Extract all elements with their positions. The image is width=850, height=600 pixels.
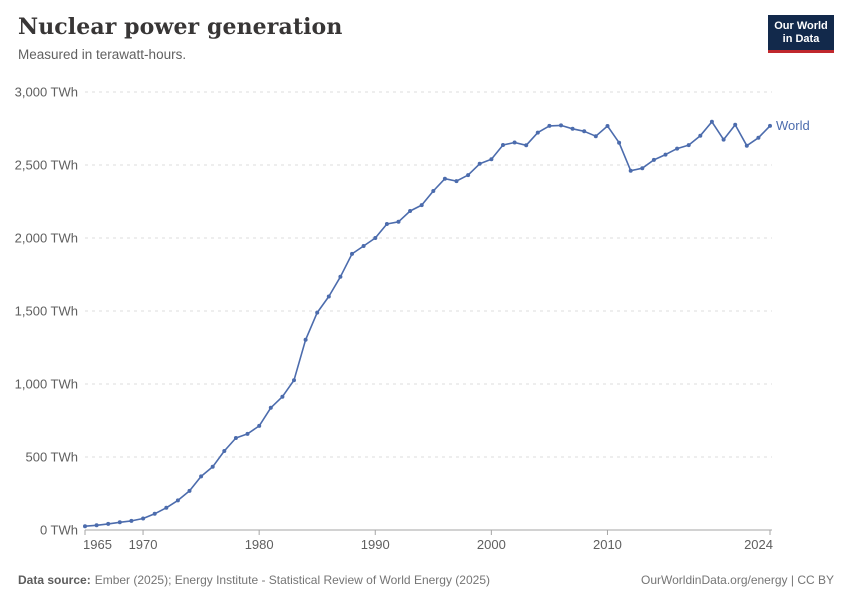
data-point[interactable] xyxy=(257,423,262,428)
data-point[interactable] xyxy=(129,518,134,523)
data-point[interactable] xyxy=(419,203,424,208)
data-point[interactable] xyxy=(141,516,146,521)
x-tick-label: 2010 xyxy=(593,537,622,552)
owid-logo-line2: in Data xyxy=(782,33,820,45)
data-point[interactable] xyxy=(454,179,459,184)
data-point[interactable] xyxy=(686,143,691,148)
data-point[interactable] xyxy=(350,251,354,256)
data-point[interactable] xyxy=(117,520,122,525)
data-point[interactable] xyxy=(233,436,238,440)
data-point[interactable] xyxy=(106,521,111,526)
data-point[interactable] xyxy=(698,133,703,138)
data-point[interactable] xyxy=(663,152,668,157)
data-point[interactable] xyxy=(466,173,471,178)
chart-subtitle: Measured in terawatt-hours. xyxy=(18,47,187,62)
data-point[interactable] xyxy=(268,405,273,410)
data-point[interactable] xyxy=(501,143,505,147)
data-point[interactable] xyxy=(245,431,250,436)
data-point[interactable] xyxy=(94,523,99,528)
data-point[interactable] xyxy=(547,123,552,128)
data-point[interactable] xyxy=(338,274,343,279)
data-point[interactable] xyxy=(768,123,772,128)
data-point[interactable] xyxy=(175,498,180,503)
data-point[interactable] xyxy=(303,337,308,342)
data-point[interactable] xyxy=(199,474,204,479)
data-source-note: Data source: Ember (2025); Energy Institu… xyxy=(18,573,490,587)
y-tick-label: 2,000 TWh xyxy=(15,231,78,246)
data-point[interactable] xyxy=(222,449,227,453)
data-point[interactable] xyxy=(524,143,529,148)
credit-link[interactable]: OurWorldinData.org/energy | CC BY xyxy=(641,573,834,587)
y-tick-label: 2,500 TWh xyxy=(15,158,78,173)
data-source-label: Data source: xyxy=(18,573,91,587)
data-point[interactable] xyxy=(733,122,738,127)
data-point[interactable] xyxy=(292,378,296,383)
data-point[interactable] xyxy=(210,464,215,469)
data-point[interactable] xyxy=(187,488,192,493)
data-point[interactable] xyxy=(396,219,401,224)
data-point[interactable] xyxy=(326,294,331,299)
data-point[interactable] xyxy=(559,123,563,128)
data-point[interactable] xyxy=(605,124,610,128)
data-point[interactable] xyxy=(709,119,714,124)
owid-logo-line1: Our World xyxy=(774,20,828,32)
chart-footer: Data source: Ember (2025); Energy Institu… xyxy=(18,573,834,587)
data-point[interactable] xyxy=(593,134,598,139)
data-point[interactable] xyxy=(640,166,645,171)
data-point[interactable] xyxy=(152,511,157,516)
data-point[interactable] xyxy=(675,146,680,151)
y-tick-label: 1,000 TWh xyxy=(15,377,78,392)
x-tick-label: 2024 xyxy=(744,537,773,552)
data-point[interactable] xyxy=(384,222,389,226)
x-tick-label: 2000 xyxy=(477,537,506,552)
x-tick-label: 1965 xyxy=(83,537,112,552)
data-point[interactable] xyxy=(373,236,378,240)
x-tick-label: 1970 xyxy=(129,537,158,552)
data-point[interactable] xyxy=(164,505,169,510)
chart-header: Nuclear power generation Measured in ter… xyxy=(18,14,758,62)
data-point[interactable] xyxy=(744,143,749,148)
x-tick-label: 1990 xyxy=(361,537,390,552)
data-line-world[interactable] xyxy=(84,121,771,528)
data-point[interactable] xyxy=(512,140,517,145)
data-point[interactable] xyxy=(408,209,413,213)
data-source-text: Ember (2025); Energy Institute - Statist… xyxy=(94,573,490,587)
data-point[interactable] xyxy=(280,394,285,399)
data-point[interactable] xyxy=(582,129,587,134)
y-tick-label: 3,000 TWh xyxy=(15,85,78,100)
data-point[interactable] xyxy=(431,189,436,193)
page-title: Nuclear power generation xyxy=(18,14,343,40)
data-point[interactable] xyxy=(651,157,656,162)
y-tick-label: 1,500 TWh xyxy=(15,304,78,319)
data-point[interactable] xyxy=(756,135,761,140)
data-point[interactable] xyxy=(617,140,622,145)
x-tick-label: 1980 xyxy=(245,537,274,552)
data-point[interactable] xyxy=(477,161,482,166)
data-point[interactable] xyxy=(721,137,726,142)
data-point[interactable] xyxy=(489,157,494,162)
data-point[interactable] xyxy=(628,168,633,173)
data-point[interactable] xyxy=(442,176,447,181)
data-point[interactable] xyxy=(570,126,575,131)
y-tick-label: 500 TWh xyxy=(25,450,78,465)
owid-logo[interactable]: Our World in Data xyxy=(768,15,834,53)
data-point[interactable] xyxy=(361,244,366,248)
series-label-world[interactable]: World xyxy=(776,118,810,133)
y-tick-label: 0 TWh xyxy=(40,523,78,538)
data-point[interactable] xyxy=(315,310,320,315)
data-point[interactable] xyxy=(83,524,87,529)
data-point[interactable] xyxy=(535,130,540,135)
